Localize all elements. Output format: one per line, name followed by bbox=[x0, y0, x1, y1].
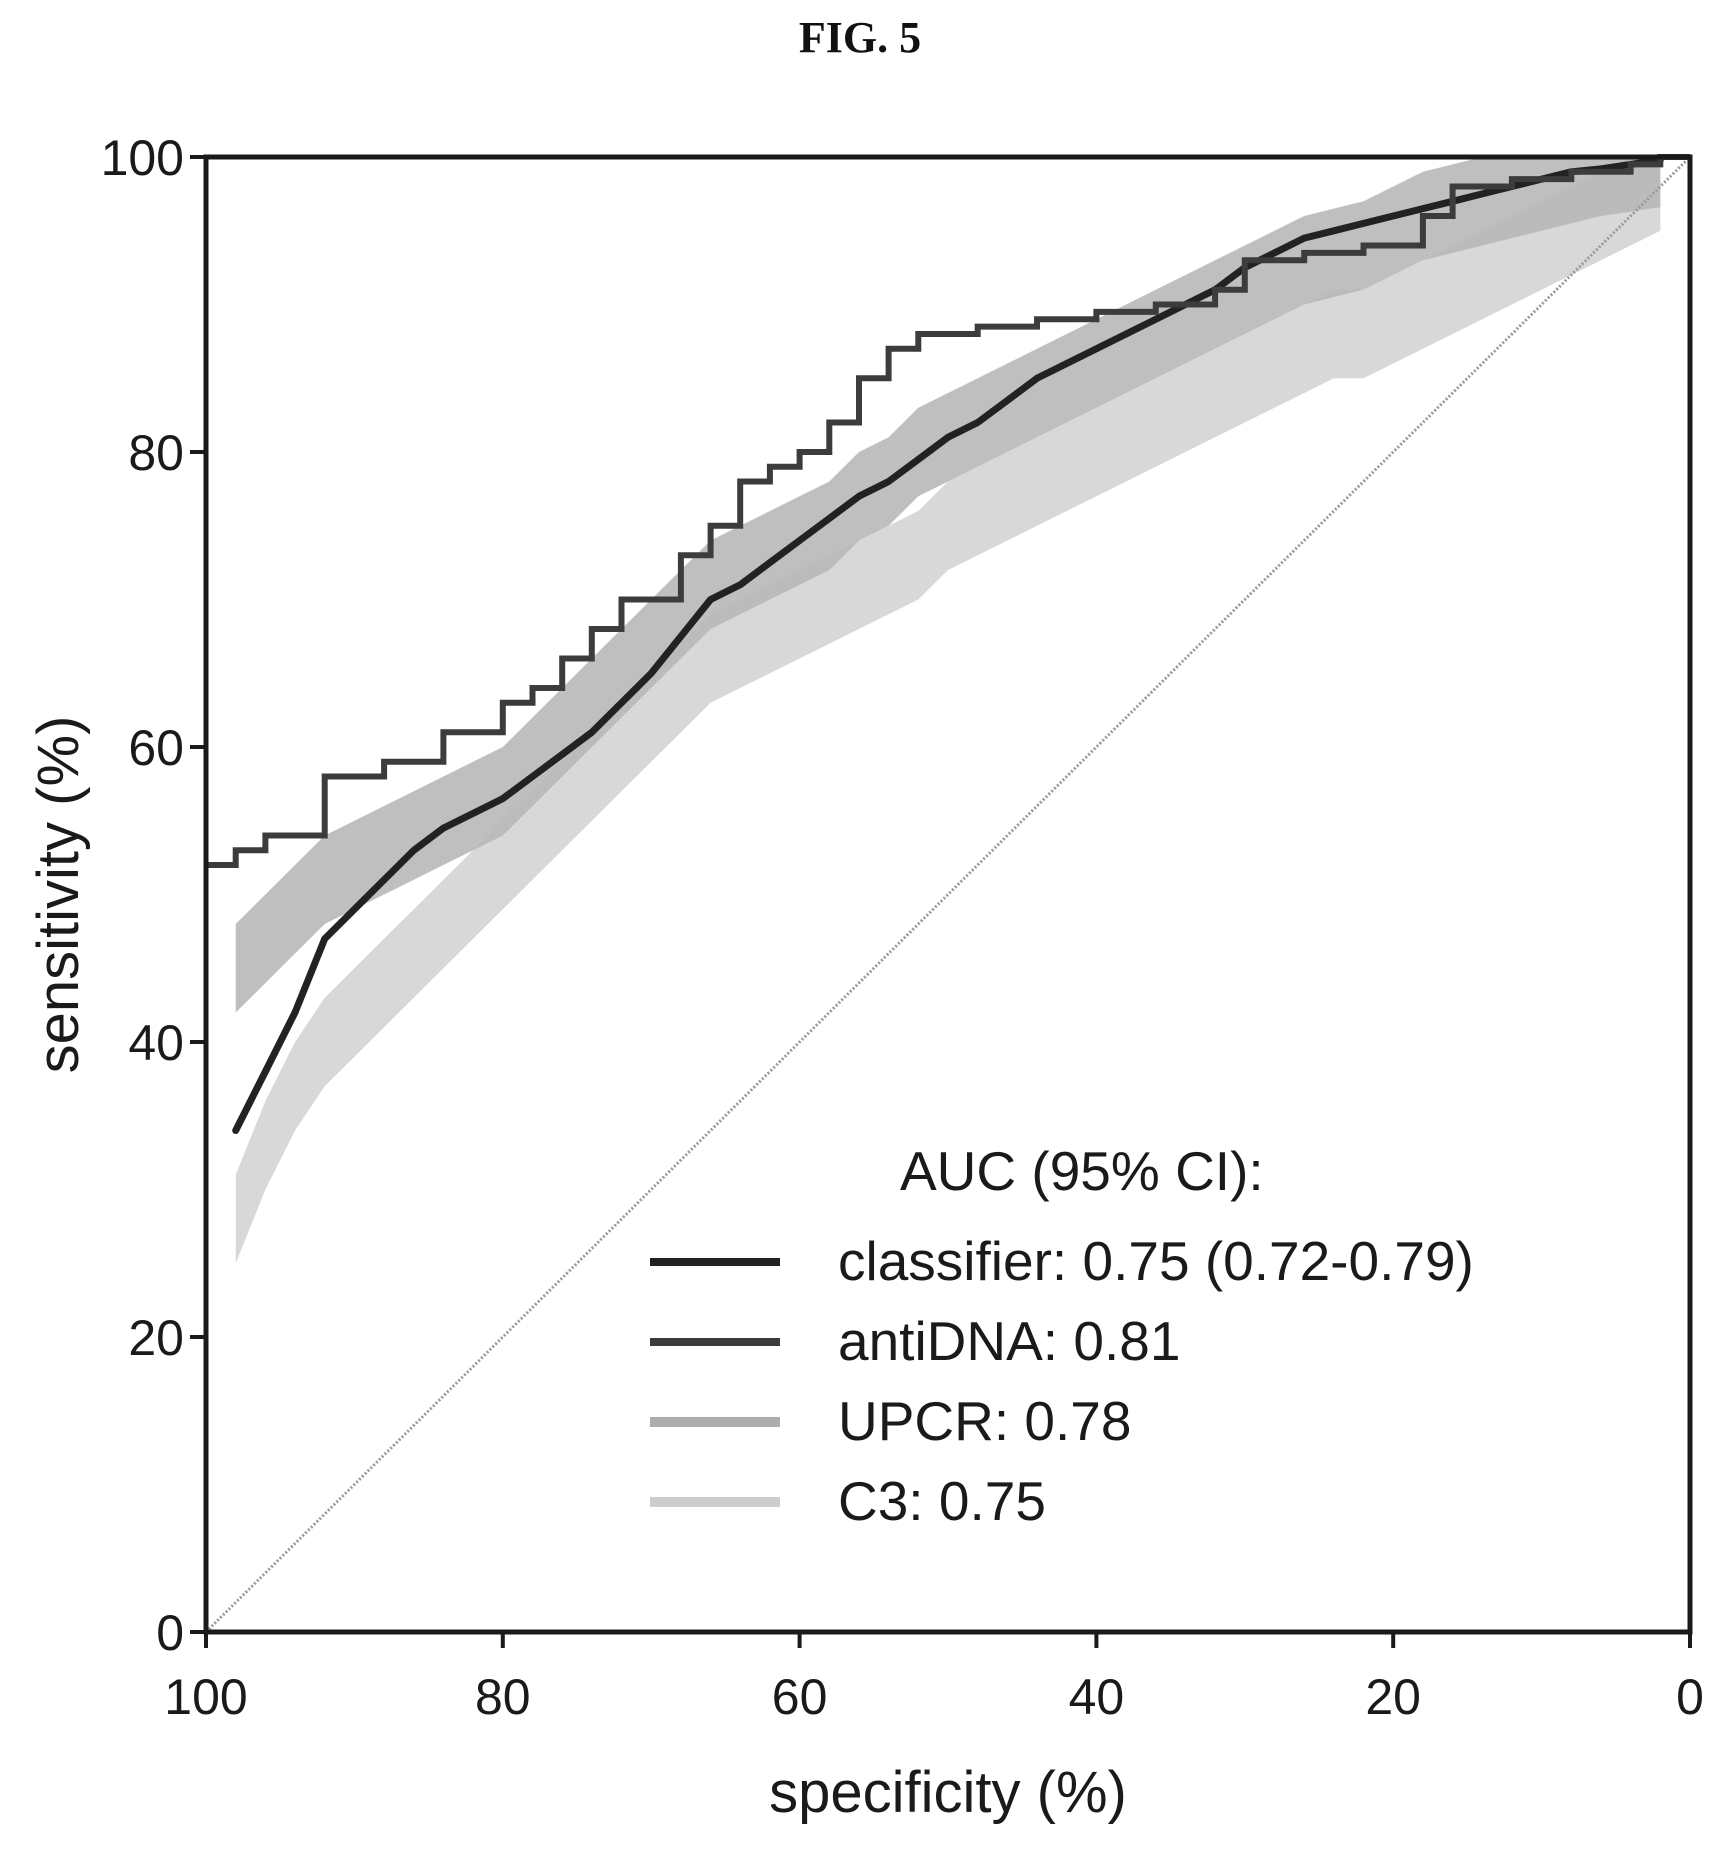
reference-diagonal bbox=[204, 155, 1692, 1634]
x-tick-label: 80 bbox=[475, 1669, 531, 1725]
plot-frame bbox=[203, 154, 1693, 1635]
series-antidna-line bbox=[206, 154, 1690, 868]
axis-ticks: 100 80 60 40 20 0 0 20 40 60 80 100 bbox=[101, 130, 1704, 1725]
y-axis-title: sensitivity (%) bbox=[26, 716, 91, 1074]
series-classifier-line bbox=[232, 156, 1664, 1134]
series-c3-band bbox=[235, 157, 1661, 1264]
x-tick-label: 100 bbox=[164, 1669, 247, 1725]
y-tick-label: 60 bbox=[128, 720, 184, 776]
y-tick-label: 20 bbox=[128, 1310, 184, 1366]
y-tick-label: 80 bbox=[128, 425, 184, 481]
x-axis-title: specificity (%) bbox=[769, 1760, 1127, 1825]
y-tick-label: 0 bbox=[156, 1605, 184, 1661]
x-tick-label: 40 bbox=[1069, 1669, 1125, 1725]
legend-entry: classifier: 0.75 (0.72-0.79) bbox=[838, 1230, 1474, 1292]
y-tick-label: 100 bbox=[101, 130, 184, 186]
legend-entry: UPCR: 0.78 bbox=[838, 1390, 1131, 1452]
legend-title: AUC (95% CI): bbox=[900, 1140, 1264, 1202]
legend-entry: C3: 0.75 bbox=[838, 1470, 1046, 1532]
legend-entry: antiDNA: 0.81 bbox=[838, 1310, 1180, 1372]
band-series-group bbox=[235, 157, 1661, 1264]
line-series-group bbox=[204, 154, 1692, 1634]
x-tick-label: 60 bbox=[772, 1669, 828, 1725]
legend: AUC (95% CI): classifier: 0.75 (0.72-0.7… bbox=[650, 1140, 1474, 1532]
figure-title: FIG. 5 bbox=[798, 13, 922, 62]
y-tick-label: 40 bbox=[128, 1015, 184, 1071]
x-tick-label: 0 bbox=[1676, 1669, 1704, 1725]
x-tick-label: 20 bbox=[1365, 1669, 1421, 1725]
